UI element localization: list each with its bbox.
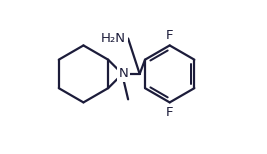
Text: H₂N: H₂N [101,32,126,45]
Text: F: F [166,106,174,119]
Text: N: N [119,67,128,80]
Text: F: F [166,29,174,42]
